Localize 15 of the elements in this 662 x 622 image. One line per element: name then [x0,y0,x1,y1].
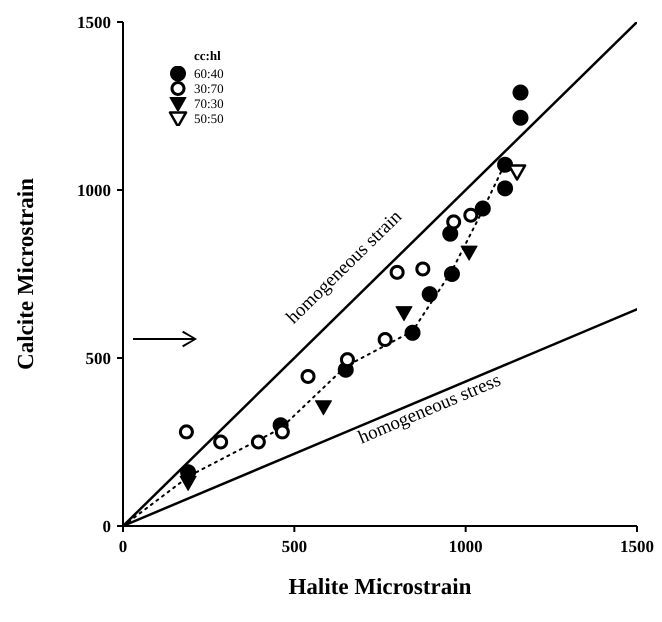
legend-label: 60:40 [194,66,224,81]
y-tick-label: 500 [86,349,111,368]
legend-label: 70:30 [194,96,224,111]
x-tick-label: 1500 [620,537,654,556]
x-tick-label: 500 [282,537,308,556]
y-axis-title: Calcite Microstrain [13,178,38,370]
y-tick-label: 1000 [77,181,111,200]
x-axis-title: Halite Microstrain [288,574,472,599]
x-tick-label: 1000 [448,537,483,556]
x-tick-label: 0 [118,537,128,556]
legend-label: 30:70 [194,81,224,96]
y-tick-label: 1500 [77,13,111,32]
legend-title: cc:hl [193,48,222,63]
y-tick-label: 0 [102,517,111,536]
legend-label: 50:50 [194,111,224,126]
